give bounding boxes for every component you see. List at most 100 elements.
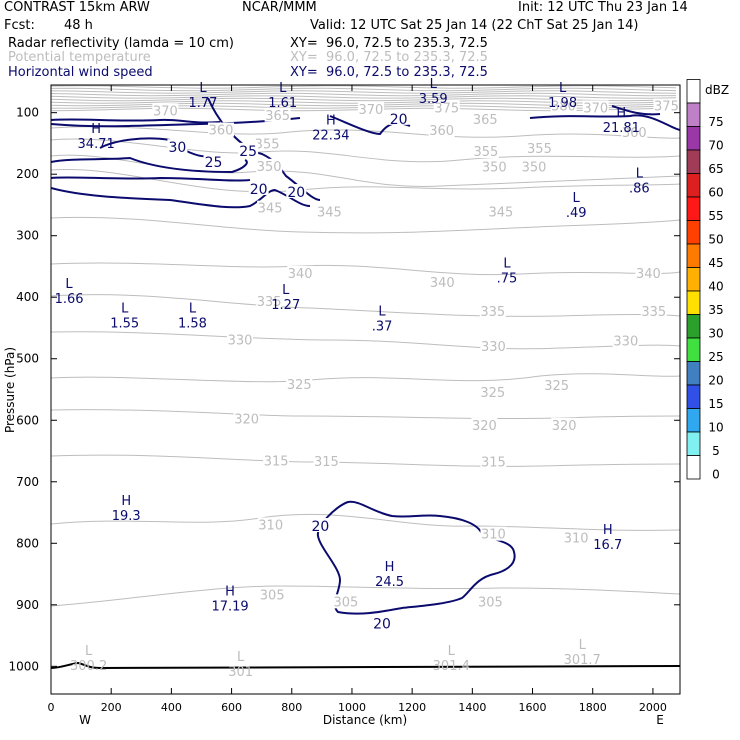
wind-labels: 30 25 25 20 20 20 20 20	[167, 110, 409, 632]
theta-label-bg	[254, 136, 281, 151]
wind-label-bg	[388, 110, 409, 125]
theta-label-bg	[152, 103, 179, 118]
extremum-kind: L	[579, 638, 587, 653]
wind-label: 25	[239, 144, 257, 160]
extremum-kind: H	[385, 560, 395, 575]
colorbar-swatch	[686, 431, 701, 456]
theta-label-bg	[257, 517, 284, 532]
extremum-value: 17.19	[211, 600, 248, 615]
theta-label: 325	[287, 378, 312, 393]
x-tick-label: 800	[281, 701, 302, 714]
colorbar-label: 65	[708, 162, 723, 176]
theta-contour-upper	[51, 95, 677, 99]
colorbar-swatch	[686, 384, 701, 409]
theta-label: 375	[654, 100, 679, 115]
colorbar-swatch	[686, 337, 701, 362]
theta-label: 305	[260, 589, 285, 604]
theta-label-bg	[480, 339, 507, 354]
extremum-value: 16.7	[593, 538, 622, 553]
y-tick-label: 200	[16, 167, 39, 181]
theta-label-bg	[257, 200, 284, 215]
extremum-kind: H	[91, 122, 101, 137]
theta-label-bg	[227, 332, 254, 347]
theta-label: 365	[265, 109, 290, 124]
field-theta: Potential temperature	[8, 50, 151, 65]
colorbar-swatch	[686, 149, 701, 174]
colorbar-label: 45	[708, 256, 723, 270]
theta-label: 355	[255, 138, 280, 153]
theta-label-bg	[313, 454, 340, 469]
theta-label: 380	[551, 100, 576, 115]
extremum-value: 1.61	[268, 96, 297, 111]
field-wind-xy: XY= 96.0, 72.5 to 235.3, 72.5	[290, 65, 488, 80]
theta-contour-upper	[51, 87, 677, 92]
theta-label: 345	[489, 205, 514, 220]
colorbar-swatch	[686, 455, 701, 480]
y-tick-label: 600	[16, 413, 39, 427]
x-tick-label: 1000	[338, 701, 366, 714]
extremum-value: 1.55	[110, 317, 139, 332]
colorbar-swatch	[686, 314, 701, 339]
theta-label-bg	[653, 98, 680, 113]
theta-label-bg	[479, 303, 506, 318]
theta-label: 370	[153, 104, 178, 119]
theta-label-bg	[563, 530, 590, 545]
theta-label-bg	[487, 204, 514, 219]
fcst-value: 48 h	[64, 18, 93, 33]
colorbar-swatch	[686, 102, 701, 127]
extremum-kind: L	[65, 277, 73, 292]
y-tick-label: 300	[16, 229, 39, 243]
fcst-label: Fcst:	[4, 18, 35, 33]
theta-contour-upper	[51, 85, 677, 89]
theta-label: 315	[314, 455, 339, 470]
theta-label-bg	[543, 377, 570, 392]
colorbar-label: 60	[708, 185, 723, 199]
theta-label: 355	[527, 142, 552, 157]
wind-label: 20	[287, 185, 305, 201]
theta-label-bg	[481, 159, 508, 174]
theta-label: 320	[472, 419, 497, 434]
theta-label-bg	[208, 122, 235, 137]
extremum-value: 301.4	[433, 659, 470, 674]
theta-label: 310	[481, 528, 506, 543]
theta-label: 360	[429, 124, 454, 139]
theta-label-bg	[550, 98, 577, 113]
field-theta-xy: XY= 96.0, 72.5 to 235.3, 72.5	[290, 50, 488, 65]
theta-label: 340	[636, 267, 661, 282]
theta-label-bg	[428, 123, 455, 138]
colorbar-label: 0	[712, 467, 720, 481]
extremum-kind: L	[448, 644, 456, 659]
x-tick-label: 1600	[519, 701, 547, 714]
theta-label-bg	[477, 594, 504, 609]
colorbar-swatch	[686, 79, 701, 104]
model-name: CONTRAST 15km ARW	[4, 0, 150, 15]
theta-label: 325	[480, 386, 505, 401]
extremum-kind: L	[573, 191, 581, 206]
colorbar-swatch	[686, 220, 701, 245]
colorbar-swatch	[686, 267, 701, 292]
theta-label-bg	[479, 385, 506, 400]
extremum-kind: L	[503, 257, 511, 272]
extrema-labels: L1.77L1.61L3.59L1.98H21.81H34.71H22.34L.…	[55, 77, 650, 680]
theta-label-bg	[429, 275, 456, 290]
theta-label-bg	[263, 453, 290, 468]
field-reflectivity: Radar reflectivity (lamda = 10 cm)	[8, 36, 234, 51]
extremum-value: 24.5	[375, 575, 404, 590]
valid-time: Valid: 12 UTC Sat 25 Jan 14 (22 ChT Sat …	[310, 18, 639, 33]
wind-label: 20	[250, 182, 268, 198]
theta-label-bg	[480, 454, 507, 469]
y-tick-label: 400	[16, 290, 39, 304]
theta-label: 330	[481, 340, 506, 355]
theta-label: 375	[434, 101, 459, 116]
extremum-value: 21.81	[603, 121, 640, 136]
wind-label-bg	[167, 139, 188, 154]
theta-label: 310	[564, 531, 589, 546]
colorbar-swatch	[686, 243, 701, 268]
extremum-kind: H	[121, 494, 131, 509]
wind-label: 20	[311, 519, 329, 535]
colorbar-swatch	[686, 173, 701, 198]
x-axis-east-label: E	[656, 713, 664, 727]
theta-label: 345	[317, 205, 342, 220]
extremum-kind: L	[189, 302, 197, 317]
wind-contour-20-closed	[316, 500, 516, 615]
